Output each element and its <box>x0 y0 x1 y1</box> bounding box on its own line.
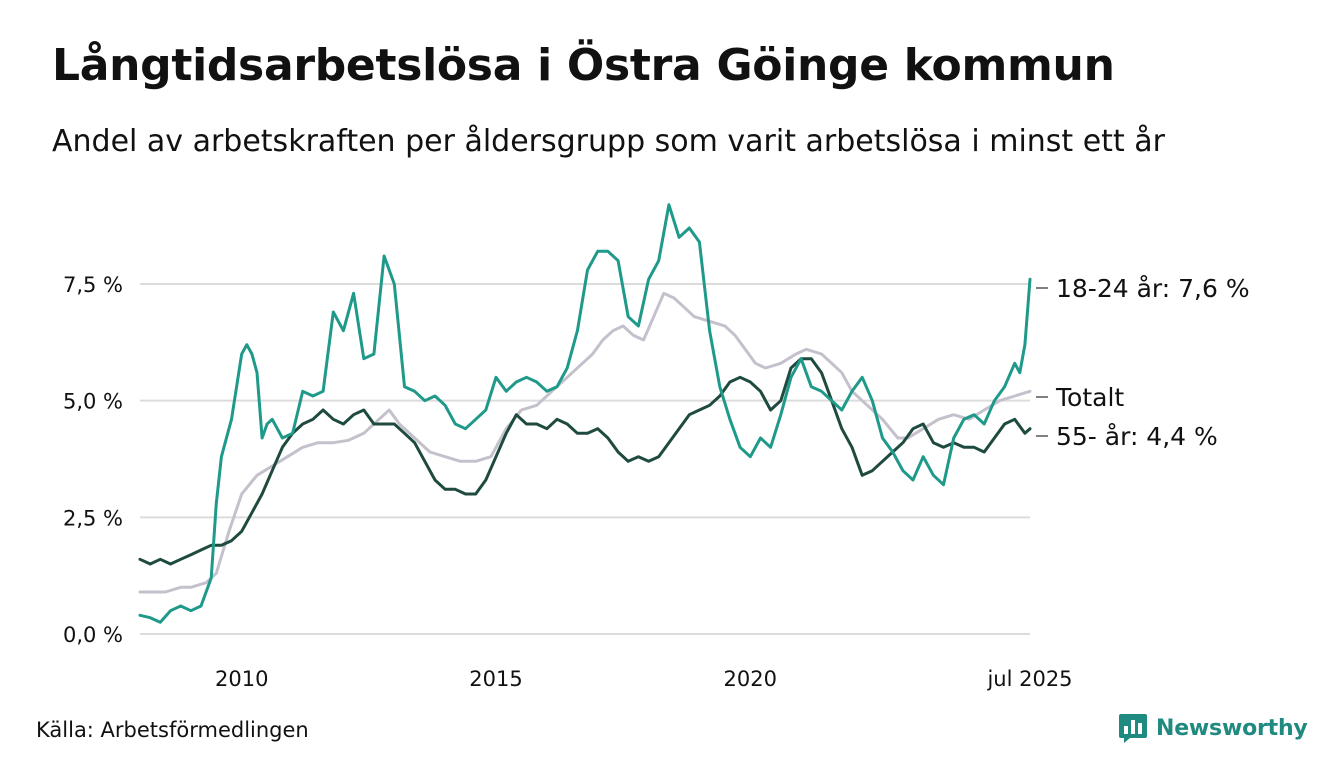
brand-logo: Newsworthy <box>1118 712 1308 744</box>
y-tick-label: 7,5 % <box>63 273 123 297</box>
y-tick-label: 0,0 % <box>63 623 123 647</box>
series-end-label: Totalt <box>1055 383 1124 412</box>
series-end-label: 55- år: 4,4 % <box>1056 422 1218 451</box>
source-note: Källa: Arbetsförmedlingen <box>36 718 309 742</box>
x-axis-tick-labels: 2010 2015 2020 jul 2025 <box>215 667 1073 691</box>
series-line <box>138 203 1032 624</box>
end-labels: Totalt 55- år: 4,4 % 18-24 år: 7,6 % <box>1036 274 1250 451</box>
y-axis-tick-labels: 0,0 % 2,5 % 5,0 % 7,5 % <box>63 273 123 647</box>
series-line <box>138 291 1032 594</box>
series-lines <box>138 203 1032 624</box>
chart-subtitle: Andel av arbetskraften per åldersgrupp s… <box>52 124 1165 159</box>
x-tick-label: jul 2025 <box>986 667 1072 691</box>
series-line <box>138 357 1032 566</box>
x-tick-label: 2010 <box>215 667 268 691</box>
x-tick-label: 2015 <box>469 667 522 691</box>
brand-name: Newsworthy <box>1156 715 1308 741</box>
series-end-label: 18-24 år: 7,6 % <box>1056 274 1250 303</box>
x-tick-label: 2020 <box>724 667 777 691</box>
bar-chart-icon <box>1119 714 1147 743</box>
y-tick-label: 2,5 % <box>63 506 123 530</box>
chart-title: Långtidsarbetslösa i Östra Göinge kommun <box>52 40 1115 91</box>
y-tick-label: 5,0 % <box>63 390 123 414</box>
